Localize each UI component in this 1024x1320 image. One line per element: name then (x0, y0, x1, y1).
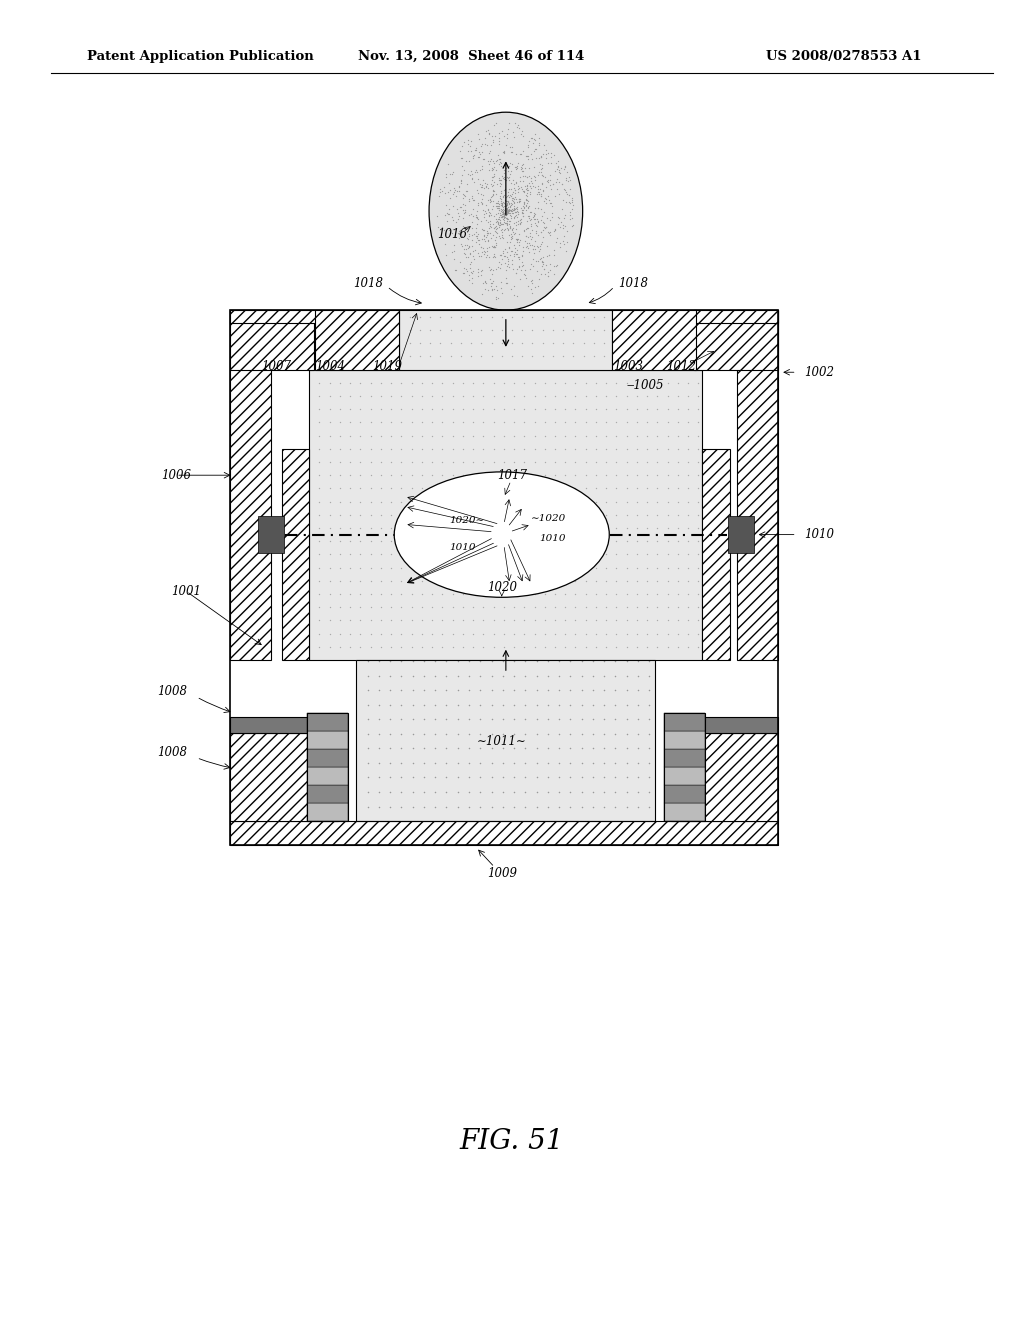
Bar (664, 713, 705, 731)
Text: US 2008/0278553 A1: US 2008/0278553 A1 (766, 50, 922, 63)
Text: ∼1011∼: ∼1011∼ (477, 735, 526, 748)
Text: 1018: 1018 (617, 277, 648, 290)
Bar (230, 310, 343, 323)
Bar (307, 731, 348, 748)
Bar (315, 310, 399, 370)
Bar (728, 516, 754, 553)
Bar (307, 785, 348, 803)
Text: 1001: 1001 (171, 585, 202, 598)
Text: 1016: 1016 (437, 228, 468, 242)
Bar (399, 310, 612, 370)
Bar (664, 785, 705, 803)
Text: 1010: 1010 (450, 544, 476, 552)
Bar (664, 748, 705, 767)
Text: ∼1020: ∼1020 (531, 515, 566, 523)
Text: 1008: 1008 (157, 746, 187, 759)
Bar (230, 717, 338, 733)
Bar (307, 713, 348, 731)
Bar (356, 660, 655, 821)
Text: 1004: 1004 (314, 360, 345, 374)
Bar (230, 733, 338, 821)
Bar (282, 449, 309, 660)
Text: 1020: 1020 (486, 581, 517, 594)
Bar (230, 310, 314, 370)
Bar (666, 310, 778, 323)
Bar (258, 516, 284, 553)
Bar (664, 731, 705, 748)
Bar (307, 748, 348, 767)
Text: FIG. 51: FIG. 51 (460, 1129, 564, 1155)
Text: 1010: 1010 (540, 535, 566, 543)
Text: 1009: 1009 (486, 867, 517, 880)
Bar (356, 660, 655, 821)
Text: 1008: 1008 (157, 685, 187, 698)
Bar (737, 310, 778, 660)
Bar (307, 767, 348, 785)
Bar (230, 310, 778, 845)
Bar (671, 733, 778, 821)
Bar (694, 310, 778, 370)
Bar (671, 717, 778, 733)
Bar (309, 370, 702, 660)
Bar (702, 449, 730, 660)
Text: 1012: 1012 (666, 360, 696, 374)
Bar (307, 713, 348, 821)
Bar (664, 767, 705, 785)
Text: 1020∼: 1020∼ (450, 516, 484, 524)
Text: 1003: 1003 (612, 360, 643, 374)
Ellipse shape (394, 471, 609, 597)
Text: Patent Application Publication: Patent Application Publication (87, 50, 313, 63)
Bar (664, 803, 705, 821)
Text: 1006: 1006 (161, 469, 191, 482)
Text: 1007: 1007 (261, 360, 292, 374)
Text: 1010: 1010 (804, 528, 835, 541)
Bar (664, 713, 705, 821)
Text: ‒1005: ‒1005 (627, 379, 664, 392)
Bar (307, 803, 348, 821)
Bar (612, 310, 696, 370)
Text: 1002: 1002 (804, 366, 835, 379)
Text: Nov. 13, 2008  Sheet 46 of 114: Nov. 13, 2008 Sheet 46 of 114 (357, 50, 585, 63)
Bar (230, 310, 271, 660)
Text: 1017: 1017 (497, 469, 527, 482)
Bar (230, 821, 778, 845)
Text: 1018: 1018 (353, 277, 384, 290)
Circle shape (429, 112, 583, 310)
Text: 1019: 1019 (372, 360, 402, 374)
